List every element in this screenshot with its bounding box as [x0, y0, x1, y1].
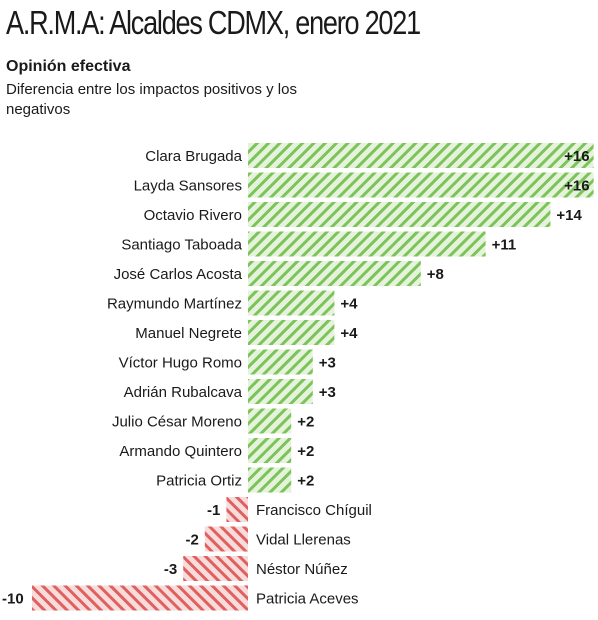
value-label-0: +16 — [564, 148, 589, 165]
bar-5 — [248, 290, 335, 316]
bar-14 — [183, 556, 248, 581]
category-label-5: Raymundo Martínez — [107, 296, 242, 313]
value-label-11: +2 — [297, 473, 314, 490]
value-label-12: -1 — [207, 502, 220, 519]
chart-subtitle: Opinión efectiva — [6, 58, 131, 75]
value-label-2: +14 — [556, 207, 582, 224]
value-label-7: +3 — [319, 355, 336, 372]
bar-chart: Clara Brugada +16 Layda Sansores +16 Octavio… — [2, 143, 594, 611]
category-label-13: Vidal Llerenas — [256, 532, 351, 549]
bar-4 — [248, 261, 421, 286]
value-label-6: +4 — [340, 325, 358, 342]
category-label-9: Julio César Moreno — [112, 414, 242, 431]
bar-6 — [248, 320, 335, 345]
bar-12 — [226, 497, 248, 522]
bar-7 — [248, 349, 313, 375]
category-label-3: Santiago Taboada — [121, 237, 242, 254]
category-label-15: Patricia Aceves — [256, 591, 359, 608]
category-label-12: Francisco Chíguil — [256, 502, 372, 519]
bar-3 — [248, 231, 486, 257]
category-label-1: Layda Sansores — [134, 178, 242, 195]
value-label-9: +2 — [297, 414, 314, 431]
bar-8 — [248, 379, 313, 404]
category-label-11: Patricia Ortiz — [156, 473, 242, 490]
bar-10 — [248, 438, 292, 463]
value-label-8: +3 — [319, 384, 336, 401]
category-label-8: Adrián Rubalcava — [124, 384, 243, 401]
value-label-15: -10 — [2, 591, 24, 608]
category-label-2: Octavio Rivero — [144, 207, 242, 224]
chart-title: A.R.M.A: Alcaldes CDMX, enero 2021 — [6, 4, 421, 41]
category-label-4: José Carlos Acosta — [114, 266, 243, 283]
category-label-14: Néstor Núñez — [256, 561, 348, 578]
value-label-4: +8 — [427, 266, 444, 283]
value-label-1: +16 — [564, 178, 589, 195]
value-label-10: +2 — [297, 443, 314, 460]
category-label-10: Armando Quintero — [119, 443, 242, 460]
value-label-13: -2 — [185, 532, 198, 549]
value-label-3: +11 — [492, 237, 517, 254]
category-label-0: Clara Brugada — [145, 148, 242, 165]
category-label-6: Manuel Negrete — [135, 325, 242, 342]
bar-2 — [248, 202, 551, 227]
value-label-5: +4 — [340, 296, 358, 313]
bar-13 — [204, 526, 248, 552]
category-label-7: Víctor Hugo Romo — [119, 355, 242, 372]
bar-15 — [32, 585, 248, 611]
bar-9 — [248, 408, 292, 434]
chart-description: Diferencia entre los impactos positivos … — [6, 81, 297, 118]
bar-11 — [248, 467, 292, 493]
bar-0 — [248, 143, 594, 168]
value-label-14: -3 — [164, 561, 177, 578]
bar-1 — [248, 172, 594, 198]
